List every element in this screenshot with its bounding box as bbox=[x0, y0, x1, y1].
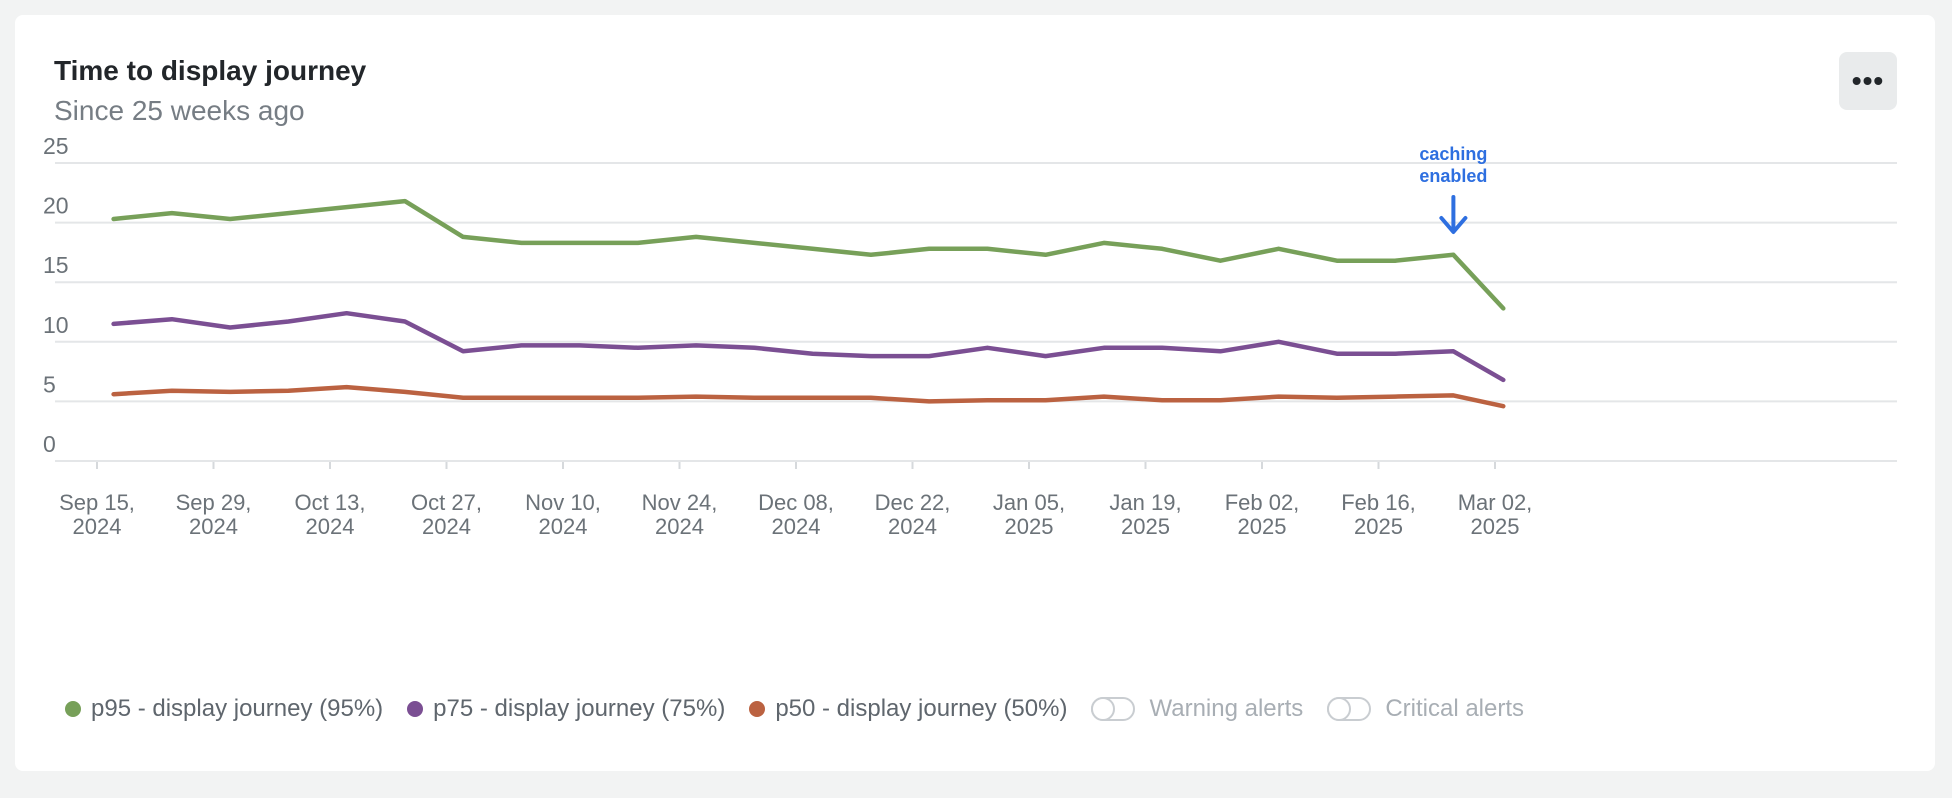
warning-alerts-label: Warning alerts bbox=[1149, 695, 1304, 722]
legend-label-p50: p50 - display journey (50%) bbox=[775, 695, 1068, 722]
x-tick-label-line: Mar 02, bbox=[1458, 490, 1533, 515]
chart-subtitle: Since 25 weeks ago bbox=[54, 95, 305, 126]
critical-alerts-label: Critical alerts bbox=[1385, 695, 1525, 722]
x-tick-label: Sep 15, 2024 bbox=[59, 490, 135, 539]
annotation-label-line: caching bbox=[1419, 144, 1487, 164]
x-tick-label: Dec 08, 2024 bbox=[758, 490, 834, 539]
x-tick-label: Nov 24, 2024 bbox=[642, 490, 718, 539]
legend-item-p75[interactable]: p75 - display journey (75%) bbox=[407, 695, 725, 723]
x-tick-label-line: Jan 19, bbox=[1109, 490, 1181, 515]
toggle-knob bbox=[1327, 697, 1352, 721]
x-tick-label-line: Nov 24, bbox=[642, 490, 718, 515]
annotation-arrow-head bbox=[1439, 216, 1468, 234]
legend-label-p95: p95 - display journey (95%) bbox=[91, 695, 384, 722]
x-tick-label: Nov 10, 2024 bbox=[525, 490, 601, 539]
series-line-p50 bbox=[111, 384, 1506, 409]
legend-dot-p50 bbox=[749, 701, 766, 717]
more-options-icon: ••• bbox=[1851, 65, 1885, 96]
x-tick-label-line: Dec 22, bbox=[875, 490, 951, 515]
x-tick-label-line: Dec 08, bbox=[758, 490, 834, 515]
x-tick-label-line: Jan 05, bbox=[993, 490, 1065, 515]
critical-alerts-toggle[interactable] bbox=[1327, 697, 1372, 721]
legend-item-p95[interactable]: p95 - display journey (95%) bbox=[65, 695, 383, 723]
warning-alerts-toggle-item: Warning alerts bbox=[1091, 695, 1303, 723]
x-tick-label-line: 2024 bbox=[73, 514, 122, 539]
annotation-label-line: enabled bbox=[1419, 166, 1487, 186]
series-line-p95 bbox=[111, 198, 1506, 311]
x-tick-label-line: 2025 bbox=[1471, 514, 1520, 539]
legend-dot-p95 bbox=[65, 701, 81, 717]
x-tick-label-line: Nov 10, bbox=[525, 490, 601, 515]
x-tick-label-line: 2025 bbox=[1238, 514, 1287, 539]
y-tick-label: 20 bbox=[43, 193, 69, 219]
x-tick-label: Oct 27, 2024 bbox=[411, 490, 482, 539]
x-tick-label: Jan 05, 2025 bbox=[993, 490, 1065, 539]
x-tick-label-line: Oct 27, bbox=[411, 490, 482, 515]
x-tick-label-line: 2024 bbox=[888, 514, 937, 539]
legend-item-p50[interactable]: p50 - display journey (50%) bbox=[749, 695, 1067, 723]
x-tick-label-line: Feb 16, bbox=[1341, 490, 1416, 515]
legend-label-p75: p75 - display journey (75%) bbox=[433, 695, 726, 722]
x-tick-label: Sep 29, 2024 bbox=[176, 490, 252, 539]
chart-legend: p95 - display journey (95%) p75 - displa… bbox=[65, 695, 1548, 723]
x-tick-label: Jan 19, 2025 bbox=[1109, 490, 1181, 539]
more-options-button[interactable]: ••• bbox=[1839, 52, 1897, 110]
x-tick-label-line: 2024 bbox=[422, 514, 471, 539]
x-tick-label-line: Feb 02, bbox=[1225, 490, 1300, 515]
x-tick-label-line: 2025 bbox=[1354, 514, 1403, 539]
y-tick-label: 10 bbox=[43, 312, 69, 338]
x-tick-label-line: 2025 bbox=[1121, 514, 1170, 539]
y-tick-label: 15 bbox=[43, 252, 69, 278]
chart-title: Time to display journey bbox=[54, 55, 367, 86]
series-line-p75 bbox=[111, 310, 1506, 383]
x-tick-label-line: 2024 bbox=[655, 514, 704, 539]
x-tick-label-line: 2025 bbox=[1005, 514, 1054, 539]
x-tick-label-line: Sep 15, bbox=[59, 490, 135, 515]
legend-dot-p75 bbox=[407, 701, 424, 717]
y-tick-label: 0 bbox=[43, 431, 56, 457]
x-tick-label-line: 2024 bbox=[539, 514, 588, 539]
x-tick-label: Feb 02, 2025 bbox=[1225, 490, 1300, 539]
x-tick-label-line: Sep 29, bbox=[176, 490, 252, 515]
toggle-knob bbox=[1091, 697, 1116, 721]
annotation-label: caching enabled bbox=[1419, 144, 1487, 186]
x-tick-label-line: Oct 13, bbox=[295, 490, 366, 515]
x-tick-label-line: 2024 bbox=[772, 514, 821, 539]
y-tick-label: 5 bbox=[43, 371, 56, 397]
x-tick-label: Oct 13, 2024 bbox=[295, 490, 366, 539]
critical-alerts-toggle-item: Critical alerts bbox=[1327, 695, 1524, 723]
y-tick-label: 25 bbox=[43, 133, 69, 159]
x-tick-label-line: 2024 bbox=[306, 514, 355, 539]
x-tick-label: Dec 22, 2024 bbox=[875, 490, 951, 539]
x-tick-label-line: 2024 bbox=[189, 514, 238, 539]
chart-card: Time to display journey Since 25 weeks a… bbox=[15, 15, 1935, 771]
warning-alerts-toggle[interactable] bbox=[1091, 697, 1136, 721]
x-tick-label: Mar 02, 2025 bbox=[1458, 490, 1533, 539]
x-tick-label: Feb 16, 2025 bbox=[1341, 490, 1416, 539]
